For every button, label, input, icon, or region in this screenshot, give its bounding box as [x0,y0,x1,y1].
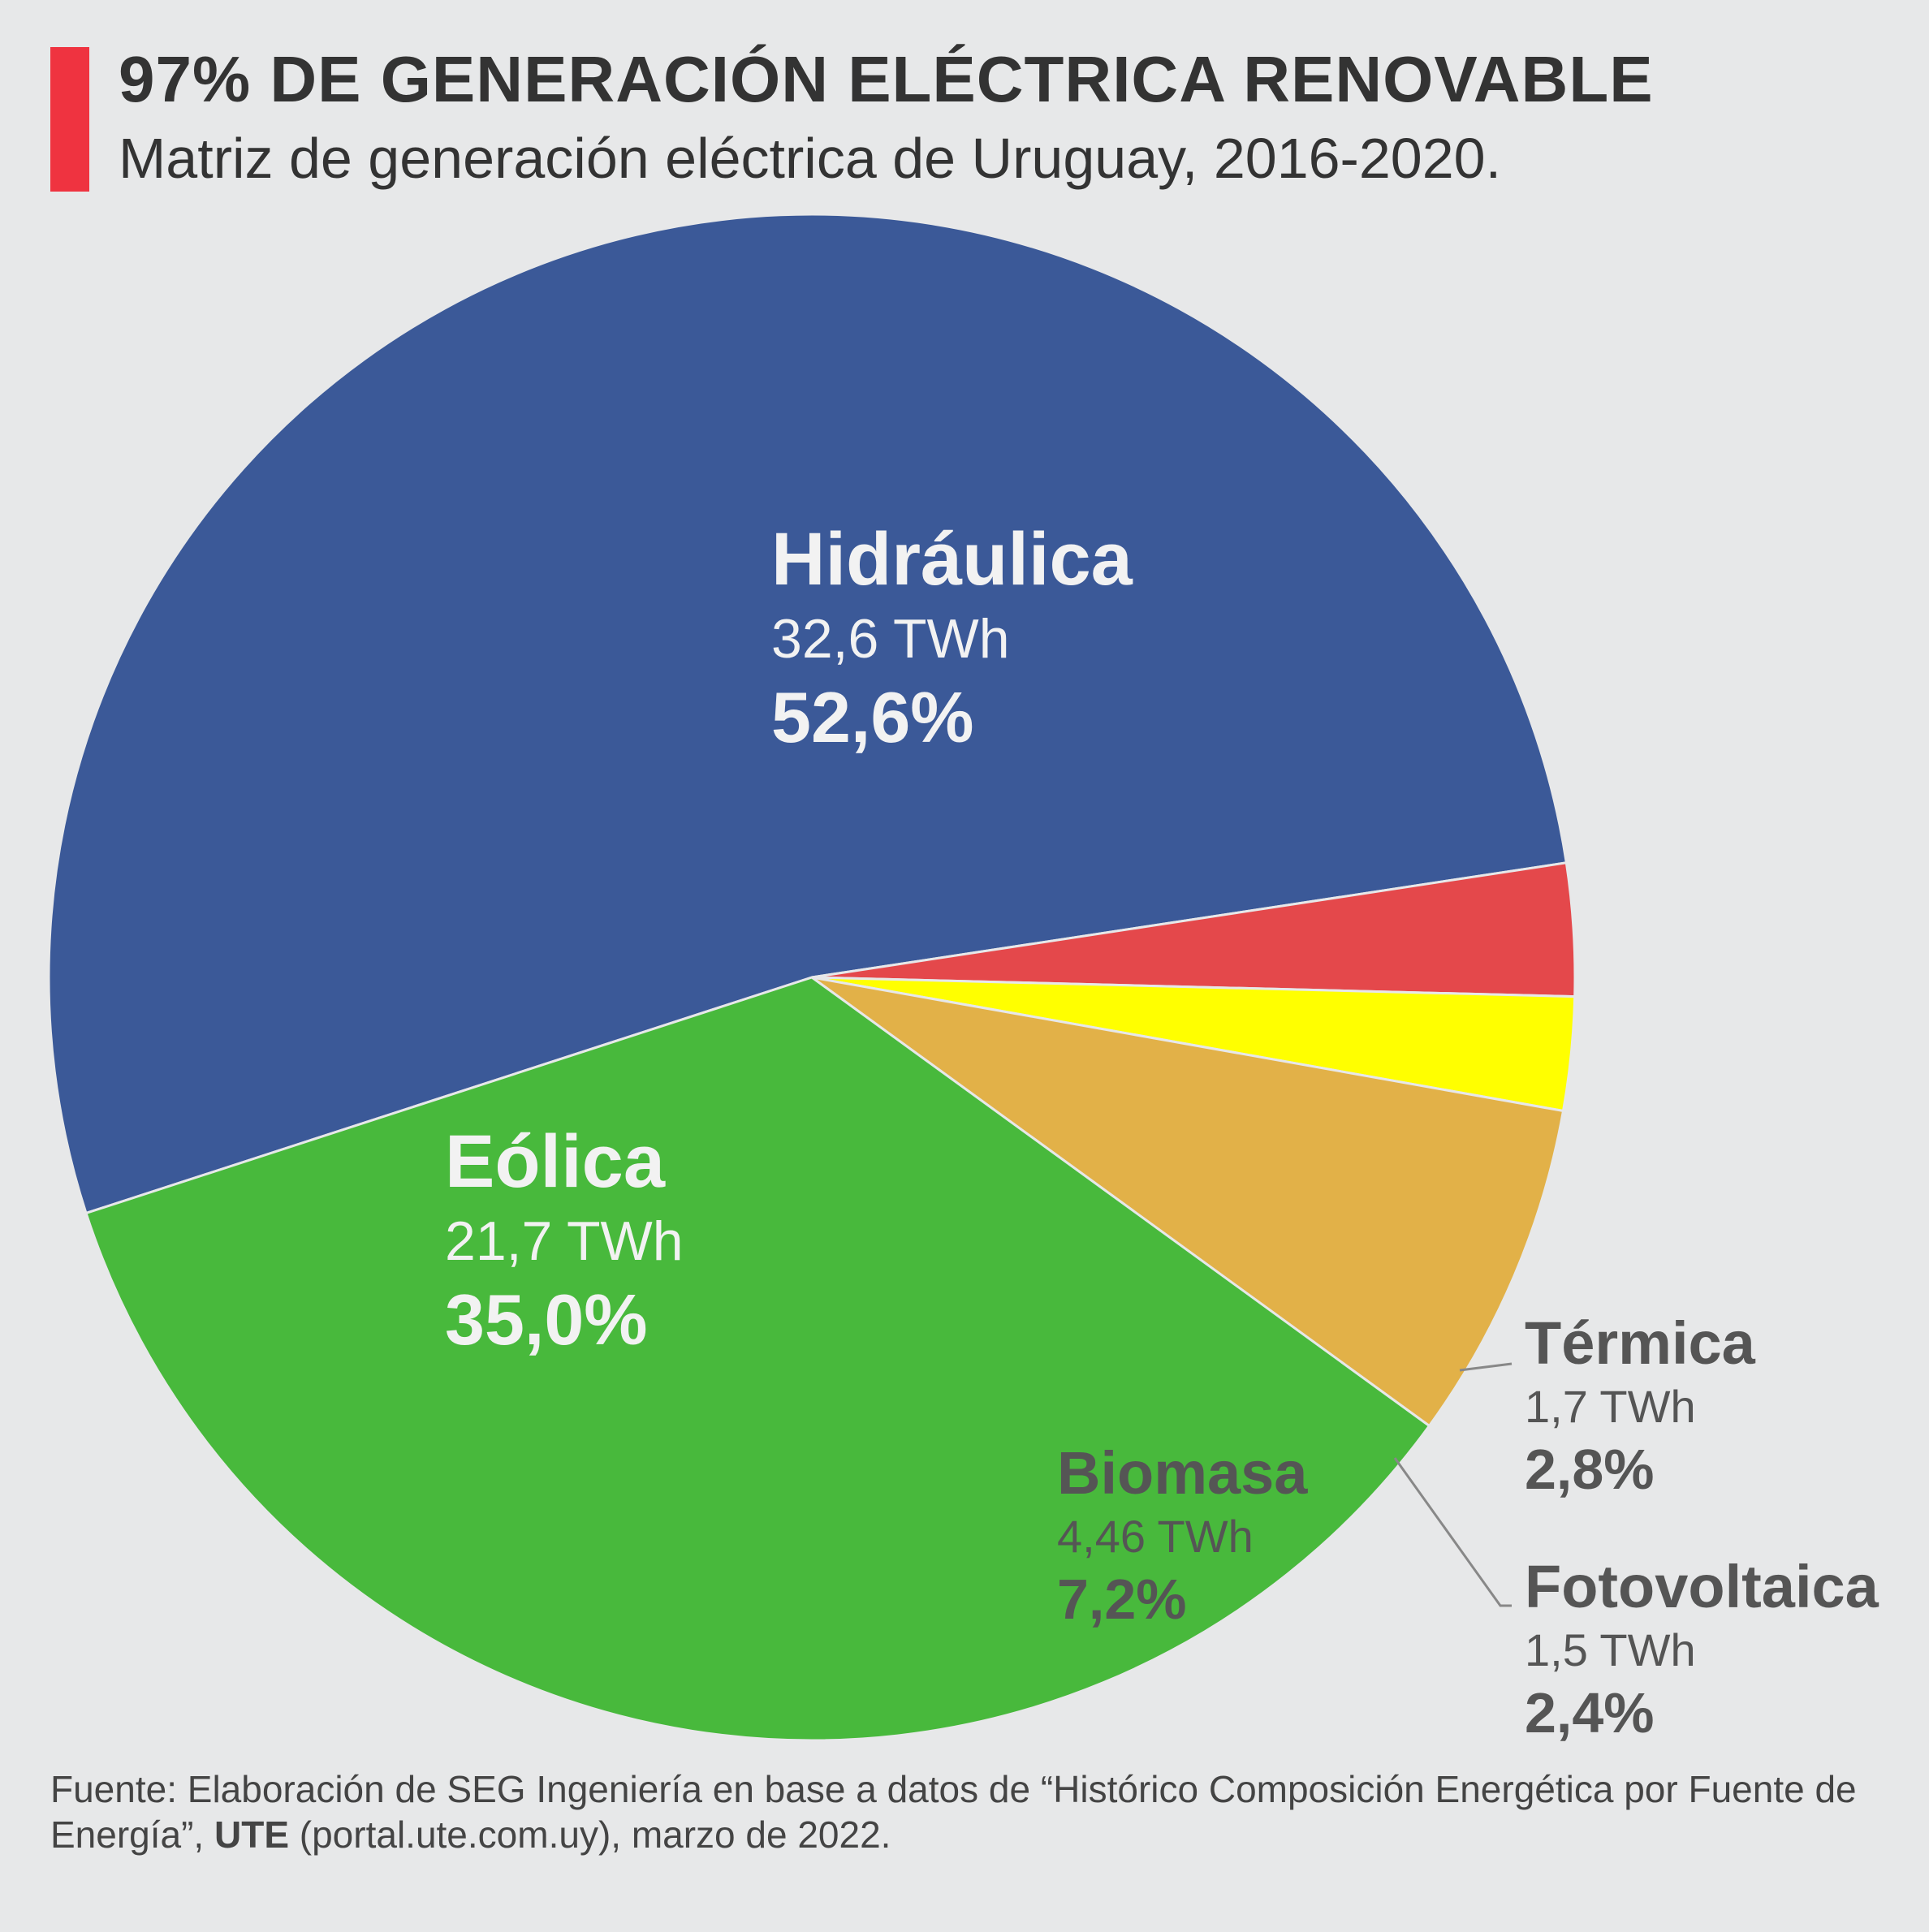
slice-percent-hidraulica: 52,6% [771,677,974,757]
slice-percent-biomasa: 7,2% [1057,1568,1187,1631]
slice-label-hidraulica: Hidráulica [771,518,1133,601]
slice-percent-fotovoltaica: 2,4% [1525,1681,1655,1744]
source-suffix: (portal.ute.com.uy), marzo de 2022. [289,1813,891,1856]
slice-label-fotovoltaica: Fotovoltaica [1525,1553,1879,1620]
slice-percent-termica: 2,8% [1525,1438,1655,1501]
pie-slice-biomasa [811,976,1565,1428]
chart-title: 97% DE GENERACIÓN ELÉCTRICA RENOVABLE [119,43,1654,115]
slice-value-termica: 1,7 TWh [1525,1381,1696,1432]
title-accent-bar [50,47,89,192]
leader-line-fotovoltaica [1393,1457,1512,1607]
chart-subtitle: Matriz de generación eléctrica de Urugua… [119,127,1502,190]
slice-label-biomasa: Biomasa [1057,1439,1308,1507]
source-org: UTE [214,1813,289,1856]
pie-slice-eolica [84,976,1431,1742]
slice-value-eolica: 21,7 TWh [445,1210,684,1272]
source-prefix: Fuente: Elaboración de SEG Ingeniería en… [50,1768,1857,1856]
slice-label-termica: Térmica [1525,1309,1756,1377]
slice-value-biomasa: 4,46 TWh [1057,1511,1254,1562]
slice-value-fotovoltaica: 1,5 TWh [1525,1624,1696,1675]
slice-value-hidraulica: 32,6 TWh [771,608,1010,670]
source-note: Fuente: Elaboración de SEG Ingeniería en… [50,1766,1885,1857]
slice-percent-eolica: 35,0% [445,1279,648,1360]
pie-slice-hidraulica [47,213,1569,1215]
leader-line-termica [1459,1362,1513,1372]
slice-label-eolica: Eólica [445,1120,666,1203]
